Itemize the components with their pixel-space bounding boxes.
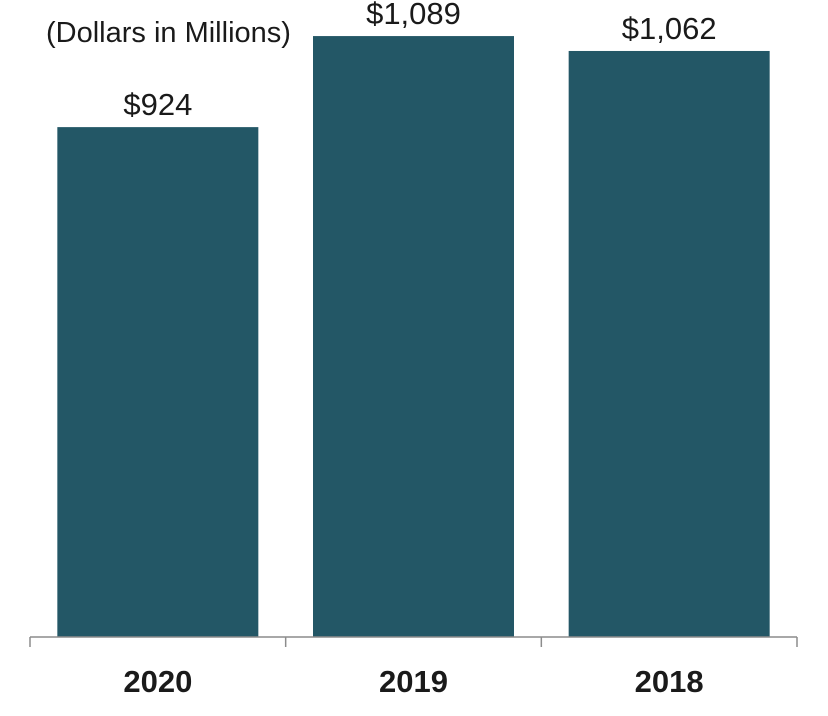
data-label-2019: $1,089 xyxy=(366,0,461,31)
bar-2020 xyxy=(57,127,259,638)
data-label-2020: $924 xyxy=(123,87,192,122)
bar-2019 xyxy=(313,36,514,637)
x-tick-label-2018: 2018 xyxy=(635,664,704,699)
bar-2018 xyxy=(568,50,770,637)
chart-subtitle: (Dollars in Millions) xyxy=(46,17,291,49)
x-tick-label-2019: 2019 xyxy=(379,664,448,699)
data-label-2018: $1,062 xyxy=(622,11,717,46)
bars-group xyxy=(57,36,770,638)
x-axis: 2020 2019 2018 xyxy=(29,636,798,699)
data-labels-group: $924 $1,089 $1,062 xyxy=(123,0,716,122)
x-tick-label-2020: 2020 xyxy=(123,664,192,699)
